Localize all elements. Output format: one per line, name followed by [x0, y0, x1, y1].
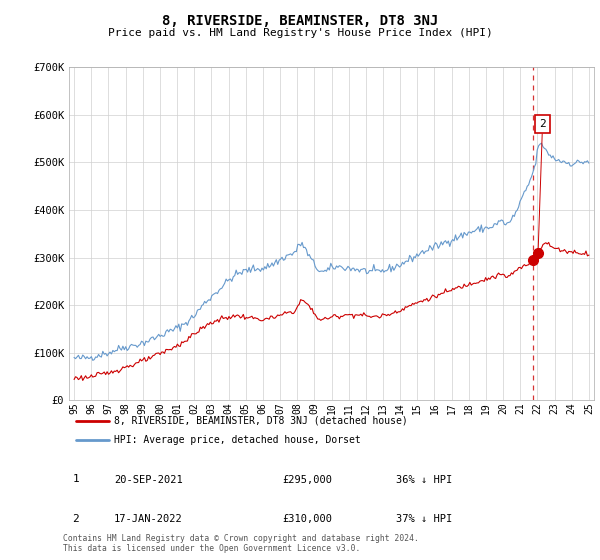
Text: HPI: Average price, detached house, Dorset: HPI: Average price, detached house, Dors…	[114, 435, 361, 445]
Text: 20-SEP-2021: 20-SEP-2021	[114, 475, 183, 485]
Text: £295,000: £295,000	[282, 475, 332, 485]
Text: 1: 1	[72, 474, 79, 484]
Text: 8, RIVERSIDE, BEAMINSTER, DT8 3NJ (detached house): 8, RIVERSIDE, BEAMINSTER, DT8 3NJ (detac…	[114, 416, 407, 426]
Text: 37% ↓ HPI: 37% ↓ HPI	[396, 514, 452, 524]
Text: Price paid vs. HM Land Registry's House Price Index (HPI): Price paid vs. HM Land Registry's House …	[107, 28, 493, 38]
Text: 36% ↓ HPI: 36% ↓ HPI	[396, 475, 452, 485]
Text: 17-JAN-2022: 17-JAN-2022	[114, 514, 183, 524]
Text: 2: 2	[538, 119, 546, 253]
Text: 2: 2	[72, 514, 79, 524]
Text: £310,000: £310,000	[282, 514, 332, 524]
Text: 8, RIVERSIDE, BEAMINSTER, DT8 3NJ: 8, RIVERSIDE, BEAMINSTER, DT8 3NJ	[162, 14, 438, 28]
Text: Contains HM Land Registry data © Crown copyright and database right 2024.
This d: Contains HM Land Registry data © Crown c…	[63, 534, 419, 553]
